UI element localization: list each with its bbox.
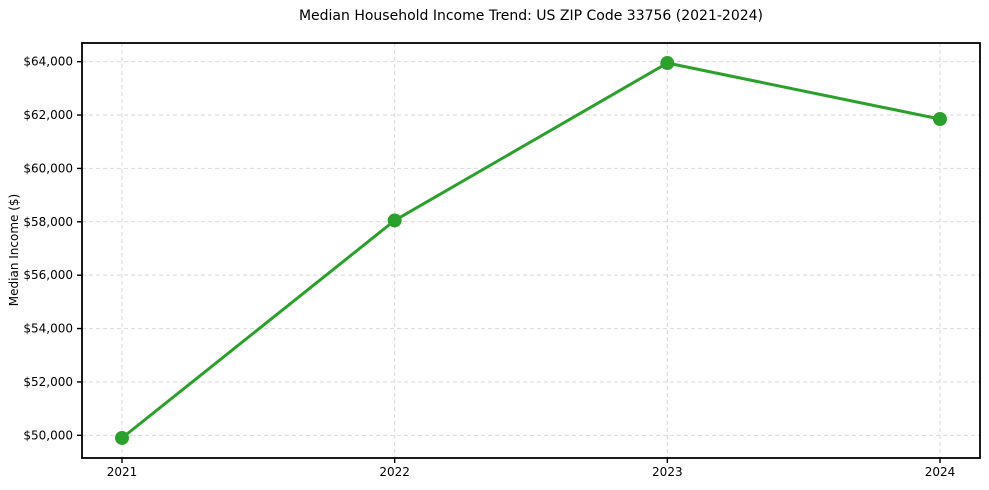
x-tick-label: 2021 <box>107 465 138 479</box>
y-tick-label: $54,000 <box>23 322 73 336</box>
trend-line <box>120 61 942 440</box>
y-tick-label: $58,000 <box>23 215 73 229</box>
y-tick-label: $60,000 <box>23 161 73 175</box>
x-tick-label: 2024 <box>925 465 956 479</box>
y-tick-label: $62,000 <box>23 108 73 122</box>
data-point-marker <box>660 56 675 71</box>
y-tick-label: $52,000 <box>23 375 73 389</box>
x-tick-label: 2023 <box>652 465 683 479</box>
data-point-marker <box>933 112 947 127</box>
data-point-marker <box>387 213 402 228</box>
plot-border <box>81 42 981 459</box>
chart-title: Median Household Income Trend: US ZIP Co… <box>298 8 764 24</box>
y-tick-label: $64,000 <box>23 55 73 69</box>
y-tick-label: $50,000 <box>23 428 73 442</box>
x-tick-label: 2022 <box>379 465 410 479</box>
y-tick-label: $56,000 <box>23 268 73 282</box>
data-point-marker <box>115 430 129 445</box>
